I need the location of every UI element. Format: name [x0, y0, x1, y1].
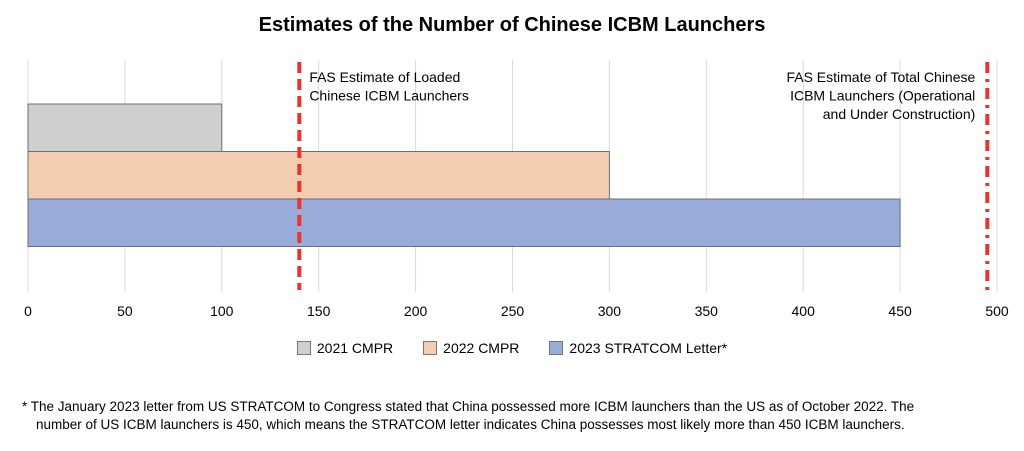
bar [27, 103, 223, 152]
x-tick-label: 250 [501, 303, 525, 319]
legend-label: 2022 CMPR [443, 340, 520, 356]
footnote-line-2: number of US ICBM launchers is 450, whic… [36, 417, 905, 432]
bar [27, 151, 610, 200]
legend-swatch [423, 341, 438, 355]
x-tick-label: 450 [888, 303, 912, 319]
legend-item: 2021 CMPR [296, 340, 394, 356]
legend-label: 2021 CMPR [316, 340, 394, 356]
legend-item: 2023 STRATCOM Letter* [549, 340, 727, 356]
reference-line-label: FAS Estimate of Loaded [309, 69, 460, 85]
bar [27, 198, 901, 247]
reference-line-label: Chinese ICBM Launchers [309, 88, 469, 104]
legend-swatch [296, 341, 311, 355]
x-tick-label: 100 [210, 303, 234, 319]
x-tick-label: 500 [985, 303, 1009, 319]
reference-lines: FAS Estimate of Loaded Chinese ICBM Launc… [297, 62, 990, 290]
bars [27, 103, 901, 247]
legend-swatch [549, 341, 564, 355]
x-tick-label: 350 [695, 303, 719, 319]
legend: 2021 CMPR 2022 CMPR 2023 STRATCOM Letter* [0, 340, 1024, 356]
x-tick-label: 300 [598, 303, 622, 319]
reference-line-label: FAS Estimate of Total Chinese [786, 69, 975, 85]
x-tick-label: 0 [24, 303, 32, 319]
x-tick-label: 200 [404, 303, 428, 319]
x-tick-label: 400 [792, 303, 816, 319]
x-tick-label: 150 [307, 303, 331, 319]
reference-line-label: ICBM Launchers (Operational [790, 88, 975, 104]
legend-item: 2022 CMPR [423, 340, 519, 356]
chart-title: Estimates of the Number of Chinese ICBM … [258, 14, 766, 36]
footnote-line-1: * The January 2023 letter from US STRATC… [22, 399, 915, 414]
legend-label: 2023 STRATCOM Letter* [569, 340, 728, 356]
footnote: * The January 2023 letter from US STRATC… [22, 398, 1002, 434]
reference-line-label: and Under Construction) [823, 106, 976, 122]
chart-plot: FAS Estimate of Loaded Chinese ICBM Launc… [24, 60, 1009, 319]
x-tick-label: 50 [117, 303, 133, 319]
x-axis-ticks: 0 50 100 150 200 250 300 350 400 450 500 [24, 303, 1009, 319]
